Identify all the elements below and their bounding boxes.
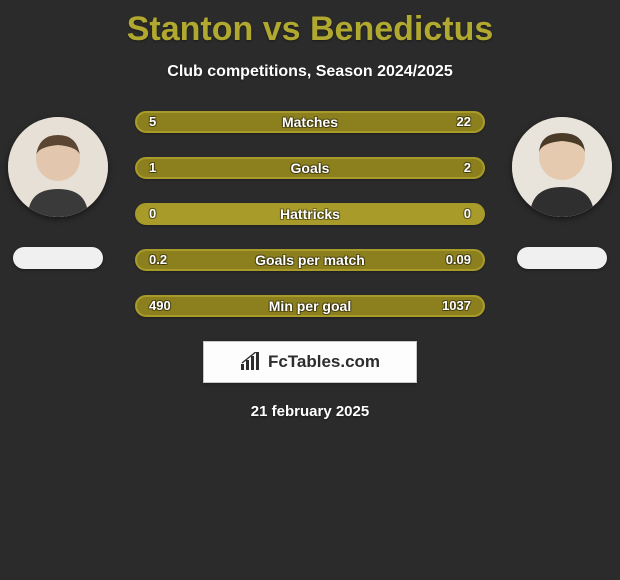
stat-label: Goals per match bbox=[137, 251, 483, 269]
stat-bar-goals-per-match: 0.2 Goals per match 0.09 bbox=[135, 249, 485, 271]
stat-bar-hattricks: 0 Hattricks 0 bbox=[135, 203, 485, 225]
stat-label: Matches bbox=[137, 113, 483, 131]
stat-value-right: 22 bbox=[457, 113, 471, 131]
avatar-placeholder-icon bbox=[8, 117, 108, 217]
stat-value-right: 0.09 bbox=[446, 251, 471, 269]
stat-value-right: 0 bbox=[464, 205, 471, 223]
stats-column: 5 Matches 22 1 Goals 2 0 Hattricks 0 bbox=[135, 111, 485, 317]
stat-label: Hattricks bbox=[137, 205, 483, 223]
brand-watermark: FcTables.com bbox=[203, 341, 417, 383]
stat-label: Goals bbox=[137, 159, 483, 177]
footer-date: 21 february 2025 bbox=[0, 403, 620, 420]
stat-label: Min per goal bbox=[137, 297, 483, 315]
stat-bar-min-per-goal: 490 Min per goal 1037 bbox=[135, 295, 485, 317]
stat-value-right: 1037 bbox=[442, 297, 471, 315]
avatar-placeholder-icon bbox=[512, 117, 612, 217]
comparison-body: 5 Matches 22 1 Goals 2 0 Hattricks 0 bbox=[0, 111, 620, 317]
player-right-avatar bbox=[512, 117, 612, 217]
stat-bar-goals: 1 Goals 2 bbox=[135, 157, 485, 179]
comparison-infographic: Stanton vs Benedictus Club competitions,… bbox=[0, 0, 620, 580]
stat-bar-matches: 5 Matches 22 bbox=[135, 111, 485, 133]
player-left-avatar bbox=[8, 117, 108, 217]
subtitle: Club competitions, Season 2024/2025 bbox=[0, 63, 620, 81]
player-left-club-badge bbox=[13, 247, 103, 269]
player-left-column bbox=[3, 111, 113, 269]
stat-value-right: 2 bbox=[464, 159, 471, 177]
player-right-club-badge bbox=[517, 247, 607, 269]
bar-chart-icon bbox=[240, 352, 262, 372]
page-title: Stanton vs Benedictus bbox=[0, 0, 620, 49]
brand-label: FcTables.com bbox=[268, 352, 380, 372]
player-right-column bbox=[507, 111, 617, 269]
